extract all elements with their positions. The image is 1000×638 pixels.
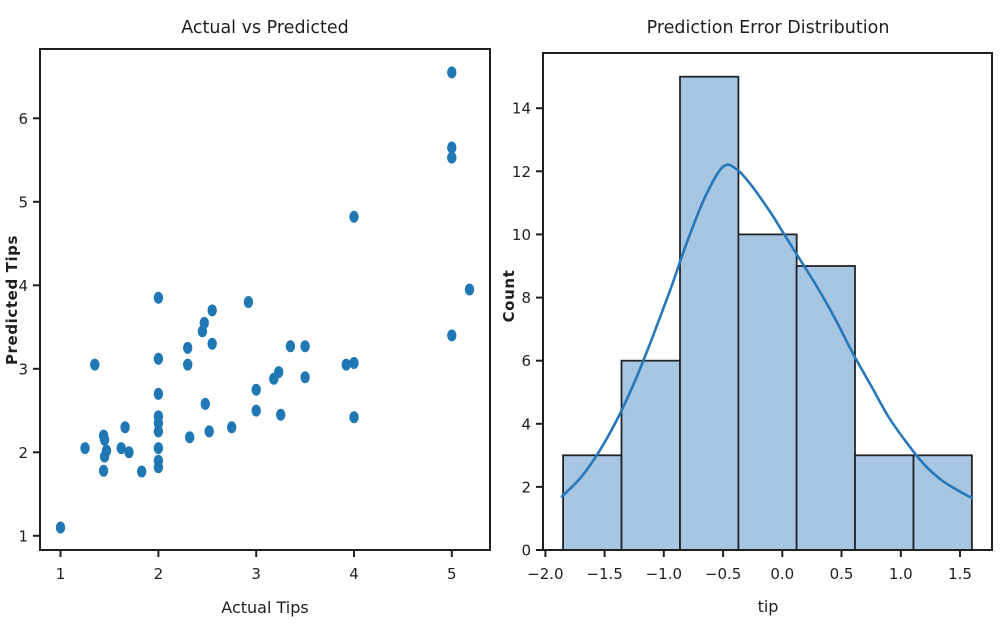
scatter-point — [153, 352, 164, 365]
histogram-xlabel: tip — [758, 597, 779, 616]
x-tick-label: 1.0 — [889, 565, 913, 583]
histogram-ylabel: Count — [500, 270, 518, 323]
scatter-point — [349, 411, 359, 424]
scatter-point — [90, 358, 100, 371]
histogram-bar — [854, 454, 915, 551]
scatter-point — [204, 425, 214, 438]
x-tick-label: 5 — [447, 565, 457, 583]
scatter-point — [300, 340, 310, 353]
histogram-bar — [912, 454, 973, 551]
histogram-bar — [795, 265, 856, 551]
histogram-bar — [679, 75, 740, 551]
scatter-point — [185, 431, 195, 444]
scatter-point — [153, 387, 164, 400]
scatter-point — [447, 151, 457, 164]
scatter-point — [276, 408, 286, 421]
y-tick-label: 3 — [18, 360, 28, 378]
kde-curve — [560, 163, 974, 500]
scatter-point — [341, 358, 351, 371]
x-tick-label: −0.5 — [705, 565, 741, 583]
scatter-point — [349, 210, 359, 223]
axes-spines — [542, 52, 993, 551]
scatter-point — [120, 421, 130, 434]
scatter-xlabel: Actual Tips — [221, 598, 308, 617]
y-tick-label: 2 — [521, 478, 531, 496]
y-tick-label: 14 — [512, 100, 531, 118]
scatter-point — [99, 450, 110, 463]
x-tick-label: −1.0 — [646, 565, 682, 583]
scatter-point — [98, 464, 109, 477]
scatter-point — [153, 425, 164, 438]
y-tick-label: 10 — [512, 226, 531, 244]
scatter-ylabel: Predicted Tips — [3, 235, 21, 365]
y-tick-label: 5 — [18, 193, 28, 211]
y-tick-label: 12 — [512, 163, 531, 181]
scatter-point — [447, 141, 457, 154]
scatter-point — [153, 417, 164, 430]
scatter-point — [153, 291, 164, 304]
y-tick-label: 6 — [18, 110, 28, 128]
histogram-title: Prediction Error Distribution — [647, 18, 890, 38]
scatter-point — [200, 397, 210, 410]
scatter-point — [183, 341, 193, 354]
x-tick-label: 1.5 — [948, 565, 972, 583]
y-tick-label: 6 — [521, 352, 531, 370]
scatter-point — [300, 371, 310, 384]
x-tick-label: −2.0 — [527, 565, 563, 583]
scatter-plot-area: 1 2 3 4 5 1 2 3 4 5 6 — [18, 48, 491, 583]
y-tick-label: 4 — [521, 415, 531, 433]
histogram-plot-area: −2.0 −1.5 −1.0 −0.5 0.0 0.5 1.0 1.5 0 2 4 6 8 10 12 14 — [512, 52, 993, 583]
x-tick-label: 2 — [154, 565, 164, 583]
histogram-bar — [562, 454, 623, 551]
scatter-point — [137, 465, 147, 478]
x-tick-label: 4 — [349, 565, 359, 583]
scatter-point — [251, 404, 261, 417]
x-tick-label: 0.0 — [770, 565, 794, 583]
scatter-title: Actual vs Predicted — [181, 18, 349, 38]
scatter-point — [80, 442, 90, 455]
scatter-point — [153, 442, 164, 455]
scatter-point — [243, 296, 254, 308]
scatter-point — [285, 340, 296, 353]
scatter-point — [99, 433, 110, 446]
x-tick-label: −1.5 — [586, 565, 622, 583]
x-tick-label: 3 — [251, 565, 261, 583]
scatter-point — [464, 283, 475, 296]
scatter-point — [207, 337, 217, 350]
scatter-point — [251, 383, 261, 396]
scatter-point — [349, 357, 359, 369]
x-tick-label: 0.5 — [830, 565, 854, 583]
scatter-point — [207, 304, 217, 317]
y-tick-label: 4 — [18, 277, 28, 295]
y-tick-label: 2 — [18, 444, 28, 462]
scatter-point — [153, 461, 164, 474]
y-tick-label: 1 — [18, 527, 28, 545]
x-tick-label: 1 — [56, 565, 66, 583]
scatter-point — [274, 366, 284, 379]
scatter-point — [199, 316, 209, 329]
y-tick-label: 0 — [521, 542, 531, 560]
scatter-point — [124, 446, 134, 459]
scatter-point — [183, 358, 193, 371]
scatter-point — [55, 521, 66, 534]
scatter-point — [447, 329, 457, 342]
histogram-bar — [737, 233, 798, 551]
scatter-point — [116, 442, 126, 455]
scatter-point — [227, 421, 237, 434]
y-tick-label: 8 — [521, 289, 531, 307]
axes-spines — [39, 48, 491, 551]
scatter-point — [447, 66, 457, 79]
